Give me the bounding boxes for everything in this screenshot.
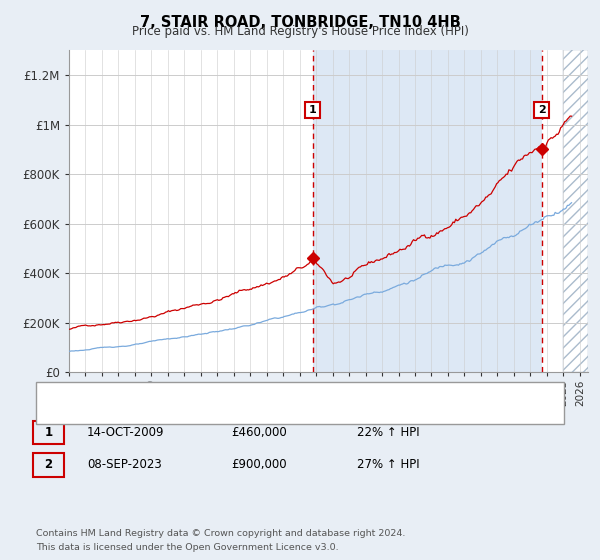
- Text: Price paid vs. HM Land Registry's House Price Index (HPI): Price paid vs. HM Land Registry's House …: [131, 25, 469, 38]
- Bar: [313, 50, 542, 372]
- Text: 7, STAIR ROAD, TONBRIDGE, TN10 4HB (detached house): 7, STAIR ROAD, TONBRIDGE, TN10 4HB (deta…: [75, 387, 373, 397]
- Text: 7, STAIR ROAD, TONBRIDGE, TN10 4HB: 7, STAIR ROAD, TONBRIDGE, TN10 4HB: [140, 15, 460, 30]
- Text: 14-OCT-2009: 14-OCT-2009: [87, 426, 164, 439]
- Text: 2: 2: [44, 458, 53, 472]
- Text: 1: 1: [44, 426, 53, 439]
- Text: £900,000: £900,000: [231, 458, 287, 472]
- Text: 27% ↑ HPI: 27% ↑ HPI: [357, 458, 419, 472]
- Text: £460,000: £460,000: [231, 426, 287, 439]
- Text: Contains HM Land Registry data © Crown copyright and database right 2024.: Contains HM Land Registry data © Crown c…: [36, 529, 406, 538]
- Text: This data is licensed under the Open Government Licence v3.0.: This data is licensed under the Open Gov…: [36, 543, 338, 552]
- Text: 08-SEP-2023: 08-SEP-2023: [87, 458, 162, 472]
- Text: 1: 1: [309, 105, 317, 115]
- Text: 2: 2: [538, 105, 545, 115]
- Text: HPI: Average price, detached house, Tonbridge and Malling: HPI: Average price, detached house, Tonb…: [75, 404, 383, 414]
- Text: 22% ↑ HPI: 22% ↑ HPI: [357, 426, 419, 439]
